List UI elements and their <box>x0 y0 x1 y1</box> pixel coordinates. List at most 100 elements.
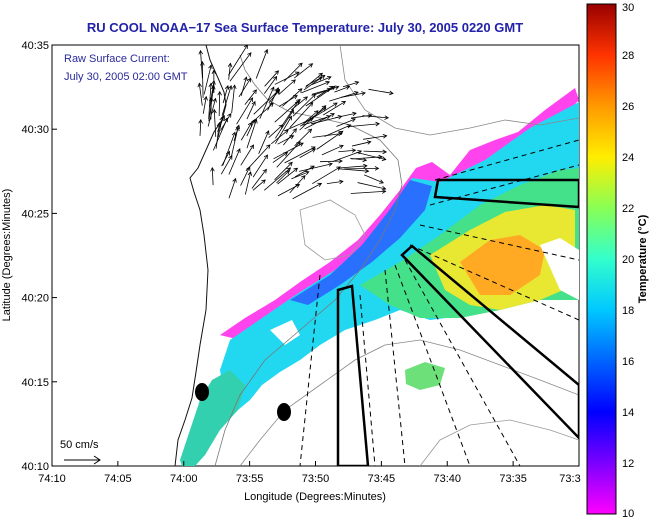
current-vector-head <box>247 171 253 176</box>
current-vector-head <box>231 131 236 137</box>
current-vector <box>356 152 386 160</box>
current-vector <box>222 85 229 104</box>
x-tick-label: 74:05 <box>104 473 132 485</box>
current-vector <box>303 74 325 91</box>
current-vector-head <box>208 82 214 88</box>
current-vector <box>329 91 359 102</box>
current-vector-head <box>378 154 383 160</box>
current-vector-head <box>210 166 215 172</box>
current-vector-head <box>278 124 284 129</box>
mooring-marker-1 <box>195 383 209 401</box>
bathymetry-contour-2 <box>339 45 579 136</box>
current-vector-head <box>321 105 327 110</box>
current-vector <box>319 160 343 163</box>
current-vector <box>222 132 236 166</box>
current-vector-head <box>285 170 290 175</box>
current-vector-head <box>379 179 384 184</box>
current-vector <box>246 119 255 137</box>
current-vector <box>323 101 346 116</box>
x-tick-label: 73:3 <box>559 473 580 485</box>
current-vector <box>251 169 267 189</box>
current-vector-head <box>203 95 208 101</box>
current-vector-head <box>361 91 366 96</box>
current-vector-head <box>291 79 296 84</box>
scale-arrow <box>64 455 101 465</box>
current-vector <box>294 63 313 79</box>
current-vector-head <box>345 85 351 90</box>
current-vector-head <box>197 82 202 88</box>
current-vector <box>304 113 335 130</box>
current-vector-head <box>381 156 387 161</box>
colorbar <box>586 3 617 515</box>
colorbar-tick-label: 20 <box>622 254 634 266</box>
current-vector-head <box>227 112 232 118</box>
colorbar-label: Temperature (°C) <box>637 214 649 303</box>
current-vector-head <box>382 149 388 155</box>
current-vector <box>230 127 239 158</box>
current-vector <box>303 110 319 124</box>
current-vector-head <box>330 113 335 118</box>
current-vector <box>338 149 356 153</box>
current-vector-head <box>353 91 359 96</box>
current-vector <box>363 150 387 153</box>
current-vector <box>306 102 338 122</box>
current-vector <box>273 142 304 160</box>
current-vector <box>231 85 236 114</box>
colorbar-tick-label: 28 <box>622 50 634 62</box>
current-vector-head <box>314 110 319 115</box>
current-vector <box>246 119 257 149</box>
current-vector <box>357 182 386 190</box>
current-vector-head <box>264 48 269 54</box>
current-vector-head <box>263 154 268 160</box>
current-vector <box>208 83 212 120</box>
sst-south-patch <box>405 362 445 390</box>
annotation-line-1: Raw Surface Current: <box>64 53 170 65</box>
current-vector <box>274 162 293 181</box>
current-vector-head <box>362 157 368 163</box>
current-vector <box>272 152 288 163</box>
current-vector <box>274 116 292 144</box>
current-vector-head <box>247 52 252 57</box>
scale-arrow-label: 50 cm/s <box>60 439 99 451</box>
current-vector <box>289 102 314 128</box>
sst-offshore-warm-orange <box>460 235 545 295</box>
survey-boxes <box>336 178 579 466</box>
x-tick-label: 73:45 <box>368 473 396 485</box>
current-vector <box>202 96 207 114</box>
current-vector <box>207 98 216 127</box>
current-vector-head <box>317 182 323 187</box>
current-vector-head <box>198 49 204 55</box>
current-vector <box>277 135 294 145</box>
current-vector-head <box>298 62 303 68</box>
current-vector-head <box>326 75 332 81</box>
current-vector-head <box>243 76 248 82</box>
current-vector <box>246 101 256 120</box>
current-vector <box>244 89 257 105</box>
current-vector-head <box>309 117 314 122</box>
current-vector <box>340 165 367 169</box>
current-vector <box>298 163 333 172</box>
current-vector <box>213 109 217 137</box>
y-tick-label: 40:30 <box>21 124 49 136</box>
current-vector-head <box>274 70 280 75</box>
current-vector-head <box>339 144 344 149</box>
current-vector <box>252 154 268 178</box>
bathymetry-contour-4 <box>299 199 366 261</box>
current-vector-head <box>251 100 256 106</box>
colorbar-tick-label: 12 <box>622 458 634 470</box>
current-vector-head <box>346 124 352 129</box>
current-vector <box>299 148 316 158</box>
current-vector-head <box>334 85 340 90</box>
current-vector <box>283 128 297 146</box>
current-vector-head <box>283 151 289 157</box>
current-vector <box>347 123 380 128</box>
current-vector-head <box>235 126 240 132</box>
current-vector <box>294 128 312 147</box>
current-vector-head <box>232 84 237 89</box>
current-vector-head <box>304 170 310 176</box>
colorbar-tick-label: 18 <box>622 305 634 317</box>
current-vector-head <box>269 102 274 108</box>
current-vector <box>264 70 279 87</box>
current-vector-head <box>211 69 217 75</box>
sst-nearshore-strip <box>180 370 245 466</box>
